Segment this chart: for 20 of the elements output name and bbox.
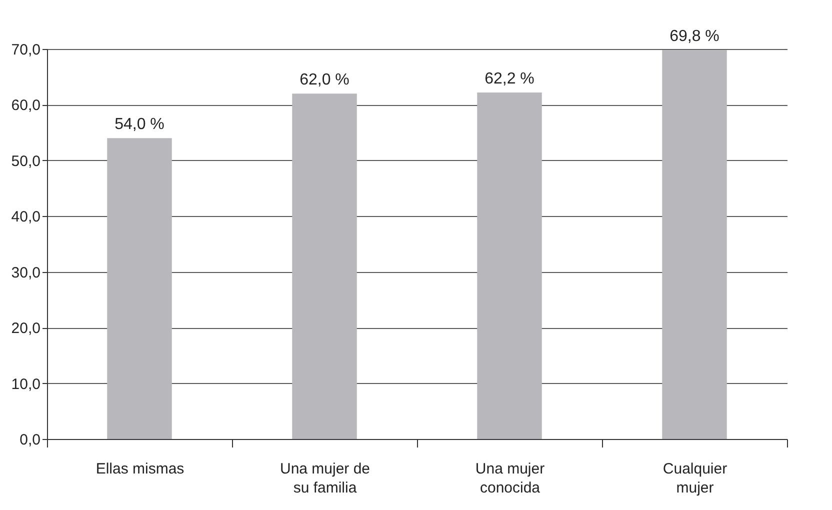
y-tick-label: 50,0 (11, 152, 40, 170)
data-label: 69,8 % (670, 28, 720, 46)
y-tick-label: 0,0 (20, 432, 40, 448)
y-tick-label: 70,0 (11, 42, 40, 58)
x-tick-label: Ellas mismas (96, 460, 184, 478)
x-tick-label: Una mujer conocida (475, 460, 545, 496)
bar (477, 92, 542, 439)
x-tick-label: Cualquier mujer (662, 460, 728, 496)
data-label: 62,0 % (300, 72, 350, 89)
y-tick-label: 40,0 (11, 208, 40, 226)
bar (662, 50, 727, 439)
x-tick-label: Una mujer de su familia (280, 460, 370, 496)
bar (107, 138, 172, 439)
y-tick-label: 60,0 (11, 97, 40, 114)
y-tick-label: 10,0 (11, 376, 40, 393)
data-label: 54,0 % (114, 116, 164, 134)
data-label: 62,2 % (484, 70, 534, 88)
bar (292, 94, 357, 439)
y-tick-label: 30,0 (11, 264, 40, 282)
y-tick-label: 20,0 (11, 320, 40, 338)
